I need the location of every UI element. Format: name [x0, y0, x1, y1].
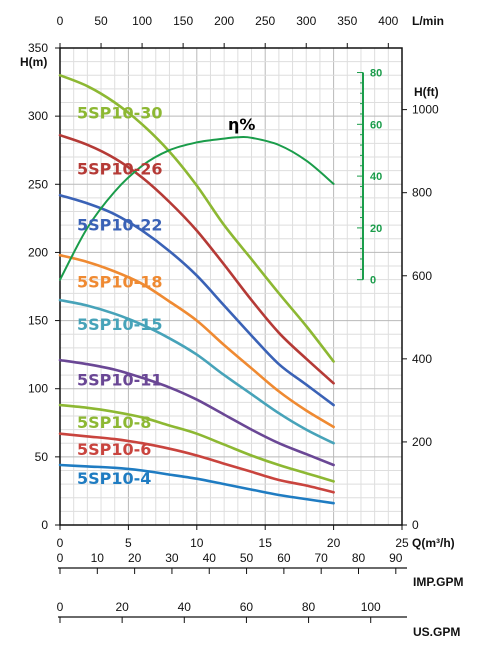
series-line	[58, 74, 335, 363]
secondary-tick-label: 60	[240, 600, 254, 614]
top-tick-label: 100	[132, 14, 152, 28]
x-tick-label: 0	[57, 536, 64, 550]
secondary-tick-label: 80	[302, 600, 316, 614]
head-curves	[58, 74, 335, 505]
efficiency-tick-label: 20	[370, 223, 382, 235]
secondary-tick-label: 10	[91, 551, 105, 565]
series-line	[58, 133, 335, 385]
y-tick-label: 250	[28, 177, 48, 191]
plot-frame	[59, 47, 403, 526]
top-tick-label: 350	[337, 14, 357, 28]
efficiency-label: η%	[228, 115, 255, 134]
series-line	[58, 193, 335, 407]
secondary-tick-label: 60	[277, 551, 291, 565]
right-tick-label: 600	[412, 269, 432, 283]
series-labels: 5SP10-30 5SP10-26 5SP10-22 5SP10-18 5SP10-15…	[77, 104, 163, 488]
series-line	[58, 403, 335, 483]
secondary-tick-label: 30	[165, 551, 179, 565]
secondary-tick-label: 100	[361, 600, 381, 614]
series-label: 5SP10-18	[77, 273, 163, 292]
efficiency-curve-group	[59, 135, 335, 281]
right-tick-label: 400	[412, 352, 432, 366]
x-tick-label: 10	[190, 536, 204, 550]
secondary-tick-label: 70	[315, 551, 329, 565]
secondary-tick-label: 90	[389, 551, 403, 565]
secondary-tick-label: 20	[128, 551, 142, 565]
top-tick-label: 300	[296, 14, 316, 28]
efficiency-tick-label: 60	[370, 119, 382, 131]
y-tick-label: 150	[28, 314, 48, 328]
right-tick-label: 800	[412, 186, 432, 200]
series-line	[58, 253, 335, 429]
secondary-tick-label: 80	[352, 551, 366, 565]
efficiency-tick-label: 80	[370, 68, 382, 80]
y-tick-label: 0	[41, 518, 48, 532]
efficiency-tick-label: 0	[370, 275, 376, 287]
top-tick-label: 0	[57, 14, 64, 28]
right-tick-label: 200	[412, 435, 432, 449]
series-line	[58, 298, 335, 445]
series-line	[58, 358, 335, 467]
secondary-tick-label: 20	[115, 600, 129, 614]
efficiency-tick-label: 40	[370, 171, 382, 183]
secondary-tick-label: 40	[203, 551, 217, 565]
us-gpm-label: US.GPM	[413, 625, 460, 639]
y-tick-label: 200	[28, 245, 48, 259]
top-tick-label: 50	[94, 14, 108, 28]
series-label: 5SP10-4	[77, 469, 151, 488]
secondary-tick-label: 50	[240, 551, 254, 565]
y-tick-label: 100	[28, 382, 48, 396]
series-label: 5SP10-15	[77, 315, 163, 334]
x-tick-label: 5	[125, 536, 132, 550]
series-line	[58, 463, 335, 505]
right-tick-label: 1000	[412, 103, 439, 117]
secondary-tick-label: 0	[57, 551, 64, 565]
series-label: 5SP10-22	[77, 215, 163, 234]
y-tick-label: 300	[28, 109, 48, 123]
series-line	[58, 432, 335, 494]
x-tick-label: 20	[327, 536, 341, 550]
series-label: 5SP10-11	[77, 371, 163, 390]
top-tick-label: 400	[378, 14, 398, 28]
top-axis-label: L/min	[412, 14, 444, 28]
right-axis-label: H(ft)	[414, 85, 439, 99]
x-tick-label: 15	[259, 536, 273, 550]
x-tick-label: 25	[395, 536, 409, 550]
efficiency-line	[59, 135, 335, 281]
secondary-tick-label: 40	[178, 600, 192, 614]
x-axis-label: Q(m³/h)	[412, 536, 455, 550]
secondary-tick-label: 0	[57, 600, 64, 614]
imp-gpm-label: IMP.GPM	[413, 575, 463, 589]
top-tick-label: 200	[214, 14, 234, 28]
top-tick-label: 150	[173, 14, 193, 28]
series-label: 5SP10-6	[77, 440, 151, 459]
series-label: 5SP10-26	[77, 159, 163, 178]
y-tick-label: 350	[28, 41, 48, 55]
grid	[59, 47, 403, 526]
y-axis-label: H(m)	[20, 55, 47, 69]
right-tick-label: 0	[412, 518, 419, 532]
series-label: 5SP10-8	[77, 413, 151, 432]
y-tick-label: 50	[35, 450, 49, 464]
series-label: 5SP10-30	[77, 104, 163, 123]
top-tick-label: 250	[255, 14, 275, 28]
